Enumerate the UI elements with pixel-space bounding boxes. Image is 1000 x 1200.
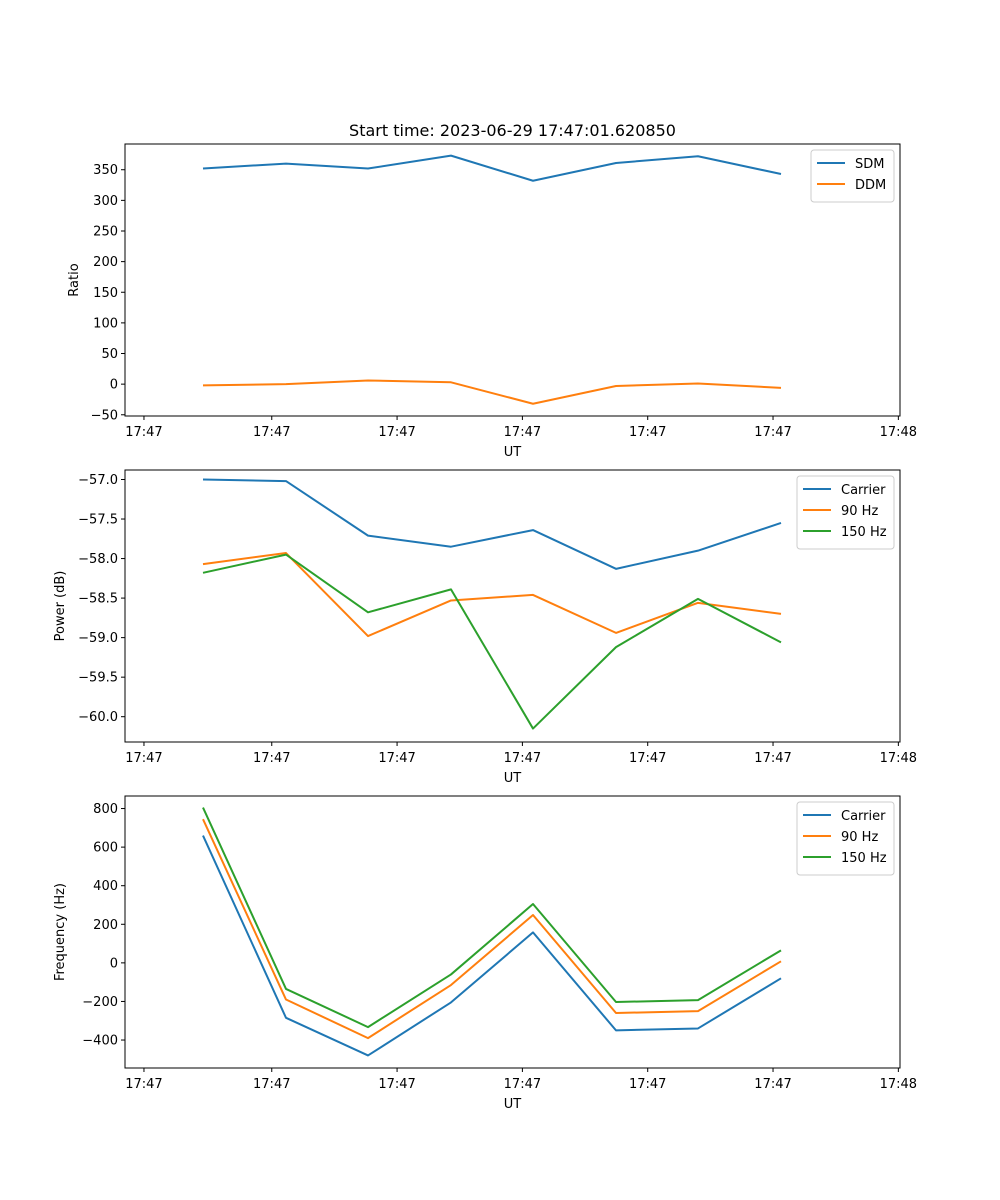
legend-label: 90 Hz [841,504,878,519]
y-tick-label: 400 [93,879,118,894]
x-tick-label: 17:47 [629,425,666,440]
y-tick-label: −59.5 [78,671,118,686]
y-tick-label: 300 [93,194,118,209]
plot-frame [124,469,901,743]
x-tick-label: 17:47 [125,751,162,766]
legend-label: SDM [855,157,884,172]
ratio-panel: −50 0 50 100 150 200 250 300 350 17:47 17:47 17:47 1… [67,143,917,460]
chart-title: Start time: 2023-06-29 17:47:01.620850 [349,121,676,140]
y-axis-label: Frequency (Hz) [53,883,68,981]
series-line-150-hz [202,553,782,730]
legend-label: 150 Hz [841,525,887,540]
x-tick-label: 17:47 [253,1077,290,1092]
frequency-panel: −400 −200 0 200 400 600 800 17:47 17:47 17:47 17:4… [53,795,917,1112]
y-tick-label: 0 [110,378,118,393]
series-line-90-hz [202,818,782,1040]
x-tick-label: 17:47 [504,1077,541,1092]
y-tick-label: −58.5 [78,592,118,607]
series-line-90-hz [202,552,782,638]
series-line-carrier [202,478,782,570]
plot-frame [124,795,901,1069]
x-tick-label: 17:47 [378,751,415,766]
series-line-sdm [202,154,782,182]
legend-label: 150 Hz [841,851,887,866]
y-tick-label: −58.0 [78,552,118,567]
x-tick-label: 17:47 [125,1077,162,1092]
y-tick-label: 350 [93,163,118,178]
x-tick-label: 17:47 [125,425,162,440]
series-line-carrier [202,835,782,1057]
x-tick-label: 17:47 [253,425,290,440]
x-tick-label: 17:48 [880,1077,917,1092]
y-tick-label: −50 [91,408,118,423]
series-line-ddm [202,379,782,405]
y-tick-label: −57.0 [78,473,118,488]
x-tick-label: 17:47 [629,1077,666,1092]
x-tick-label: 17:47 [378,425,415,440]
y-tick-label: −59.0 [78,631,118,646]
x-tick-label: 17:48 [880,751,917,766]
y-tick-label: 800 [93,802,118,817]
x-tick-label: 17:47 [253,751,290,766]
y-tick-label: −60.0 [78,710,118,725]
y-tick-label: −57.5 [78,513,118,528]
x-tick-label: 17:47 [629,751,666,766]
y-tick-label: 600 [93,841,118,856]
y-tick-label: −400 [82,1034,118,1049]
x-tick-label: 17:47 [754,751,791,766]
y-tick-label: −200 [82,995,118,1010]
x-tick-label: 17:47 [754,1077,791,1092]
x-axis-label: UT [504,445,522,460]
y-tick-label: 100 [93,316,118,331]
legend-label: Carrier [841,809,886,824]
y-tick-label: 200 [93,255,118,270]
y-axis-label: Power (dB) [53,571,68,642]
x-axis-label: UT [504,771,522,786]
y-tick-label: 50 [101,347,118,362]
x-tick-label: 17:47 [754,425,791,440]
series-line-150-hz [202,807,782,1029]
y-tick-label: 250 [93,224,118,239]
x-tick-label: 17:47 [504,425,541,440]
power-panel: −60.0 −59.5 −59.0 −58.5 −58.0 −57.5 −57.0 17:47… [53,469,917,786]
legend-label: DDM [855,178,886,193]
x-tick-label: 17:48 [880,425,917,440]
y-tick-label: 200 [93,918,118,933]
legend-label: 90 Hz [841,830,878,845]
y-axis-label: Ratio [67,263,82,296]
x-tick-label: 17:47 [504,751,541,766]
y-tick-label: 150 [93,286,118,301]
x-tick-label: 17:47 [378,1077,415,1092]
y-tick-label: 0 [110,956,118,971]
plot-frame [124,143,901,417]
legend-label: Carrier [841,483,886,498]
x-axis-label: UT [504,1097,522,1112]
